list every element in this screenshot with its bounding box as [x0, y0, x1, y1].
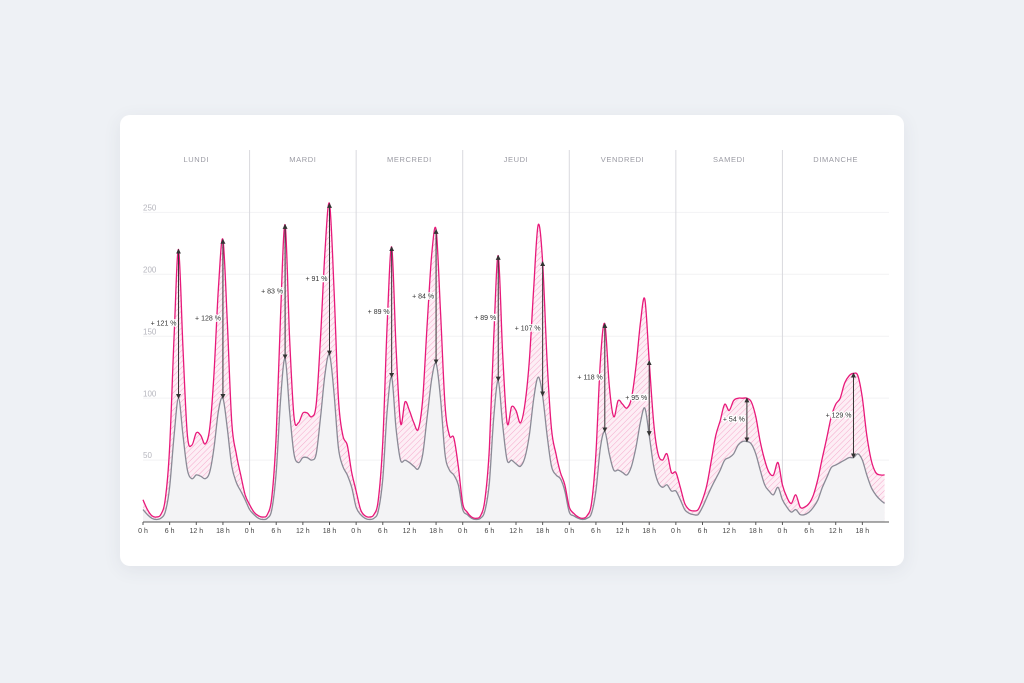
x-tick-label: 6 h: [804, 528, 814, 535]
y-tick-label: 250: [143, 203, 157, 212]
x-tick-label: 6 h: [271, 528, 281, 535]
day-label: DIMANCHE: [813, 155, 858, 164]
series-line: [142, 202, 885, 519]
x-tick-label: 18 h: [429, 528, 443, 535]
x-tick-label: 18 h: [642, 528, 656, 535]
x-tick-label: 12 h: [616, 528, 630, 535]
x-tick-label: 0 h: [671, 528, 681, 535]
series-line: [142, 353, 885, 521]
x-tick-label: 12 h: [829, 528, 843, 535]
x-tick-label: 18 h: [536, 528, 550, 535]
x-tick-label: 0 h: [245, 528, 255, 535]
gap-label: + 84 %: [412, 293, 434, 300]
x-tick-label: 0 h: [458, 528, 468, 535]
gap-label: + 91 %: [306, 276, 328, 283]
gap-label: + 89 %: [368, 309, 390, 316]
x-tick-label: 6 h: [591, 528, 601, 535]
gap-label: + 121 %: [151, 321, 177, 328]
x-tick-label: 6 h: [378, 528, 388, 535]
x-tick-label: 6 h: [165, 528, 175, 535]
x-tick-label: 18 h: [749, 528, 763, 535]
x-tick-label: 18 h: [323, 528, 337, 535]
gap-label: + 128 %: [195, 316, 221, 323]
x-tick-label: 12 h: [189, 528, 203, 535]
day-label: MERCREDI: [387, 155, 432, 164]
x-tick-label: 0 h: [351, 528, 361, 535]
x-tick-label: 0 h: [138, 528, 148, 535]
day-label: SAMEDI: [713, 155, 745, 164]
gap-label: + 129 %: [826, 412, 852, 419]
x-tick-label: 18 h: [856, 528, 870, 535]
gap-label: + 83 %: [261, 288, 283, 295]
gap-label: + 118 %: [577, 375, 602, 382]
day-label: VENDREDI: [601, 155, 645, 164]
y-tick-label: 150: [143, 327, 157, 336]
x-tick-label: 18 h: [216, 528, 230, 535]
day-label: LUNDI: [184, 155, 210, 164]
gap-label: + 89 %: [474, 315, 496, 322]
y-tick-label: 50: [143, 451, 152, 460]
gap-label: + 95 %: [625, 395, 647, 402]
gap-label: + 54 %: [723, 417, 745, 424]
x-tick-label: 12 h: [509, 528, 523, 535]
y-tick-label: 100: [143, 389, 157, 398]
x-tick-label: 12 h: [403, 528, 417, 535]
day-label: MARDI: [289, 155, 316, 164]
gap-label: + 107 %: [515, 326, 541, 333]
x-tick-label: 6 h: [484, 528, 494, 535]
x-tick-label: 0 h: [778, 528, 788, 535]
y-tick-label: 200: [143, 265, 157, 274]
series-area: [143, 354, 885, 522]
x-tick-label: 6 h: [698, 528, 708, 535]
x-tick-label: 12 h: [296, 528, 310, 535]
x-tick-label: 0 h: [564, 528, 574, 535]
x-tick-label: 12 h: [722, 528, 736, 535]
day-label: JEUDI: [504, 155, 529, 164]
